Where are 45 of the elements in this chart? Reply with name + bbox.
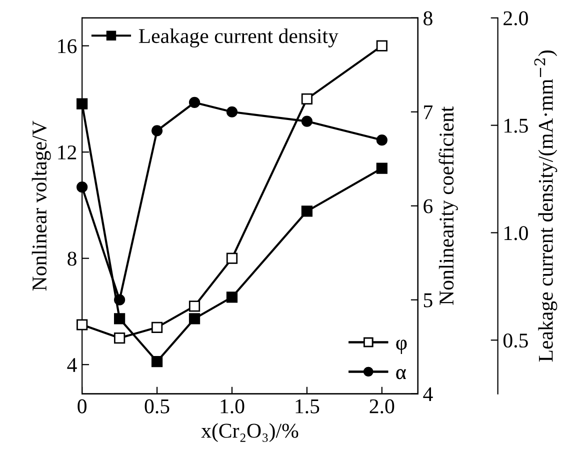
point	[76, 319, 88, 330]
x-axis-title: x(Cr₂O₃)/%	[201, 423, 298, 442]
legend-label: Leakage current density	[138, 28, 338, 48]
point	[226, 106, 238, 118]
point	[376, 134, 388, 146]
y2-axis-title: Nonlinearity coefficient	[438, 106, 458, 305]
y-tick-label: 12	[58, 145, 76, 160]
y2-tick-label: 8	[424, 11, 432, 26]
x-tick-label: 1.0	[220, 399, 244, 414]
y3-tick-label: 1.0	[504, 226, 528, 240]
y-tick-label: 16	[58, 39, 77, 54]
point	[151, 356, 163, 368]
legend-label: α	[396, 369, 406, 380]
y2-tick-label: 5	[424, 293, 432, 308]
point	[301, 93, 313, 104]
point	[226, 252, 238, 264]
y-axis-title: Nonlinear voltage/V	[32, 120, 51, 291]
point	[376, 40, 388, 52]
point	[76, 182, 88, 193]
y2-tick-label: 6	[424, 199, 433, 214]
y3-axis-title: Leakage current density/(mA·mm$^{−2}$)	[534, 50, 558, 362]
point	[188, 313, 200, 324]
point	[226, 292, 238, 303]
x-tick-label: 2.0	[370, 399, 394, 414]
y-tick-label: 8	[68, 252, 76, 266]
point	[301, 116, 313, 127]
point	[76, 98, 88, 110]
point	[188, 96, 200, 108]
point	[376, 162, 388, 174]
point	[114, 332, 126, 344]
x-tick-label: 0	[78, 399, 86, 414]
x-tick-label: 0.5	[144, 399, 170, 414]
point	[114, 313, 126, 324]
y-tick-label: 4	[67, 358, 77, 372]
y3-tick-label: 0.5	[503, 333, 528, 348]
point	[301, 206, 313, 217]
y2-tick-label: 4	[423, 387, 433, 402]
y3-tick-label: 2.0	[504, 11, 528, 26]
legend-label: φ	[396, 340, 407, 354]
point	[151, 125, 163, 136]
y2-tick-label: 7	[424, 105, 433, 120]
y3-tick-label: 1.5	[504, 118, 528, 133]
point	[188, 300, 200, 312]
x-tick-label: 1.5	[296, 399, 320, 414]
point	[151, 322, 163, 333]
